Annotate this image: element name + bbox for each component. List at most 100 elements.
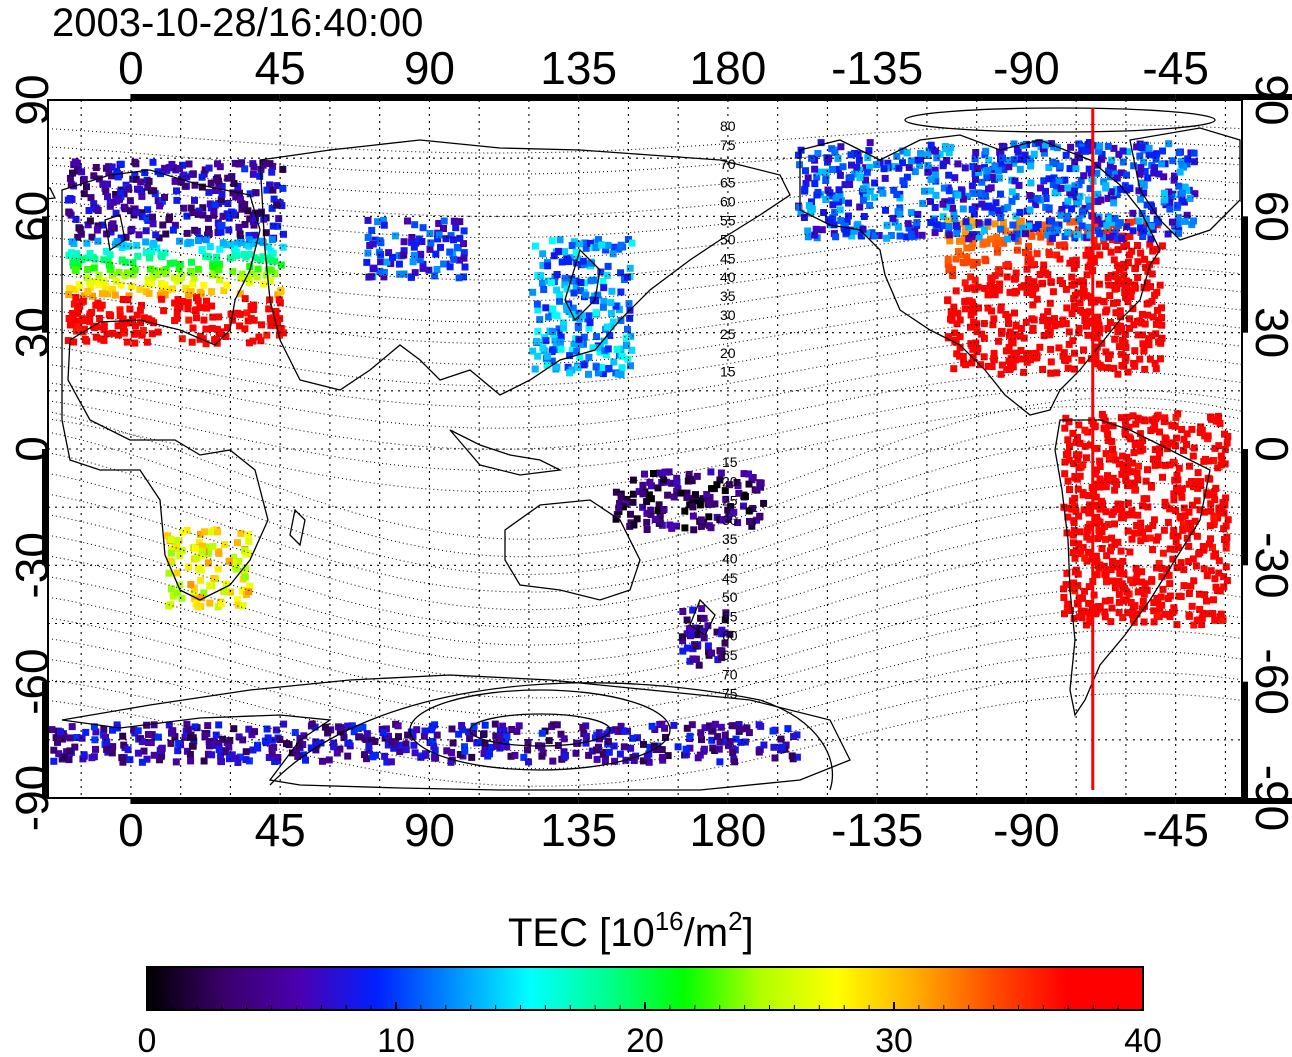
tec-cell — [994, 167, 1002, 175]
tec-cell — [244, 531, 252, 539]
tec-cell — [1134, 511, 1142, 519]
tec-cell — [1000, 239, 1008, 247]
tec-cell — [109, 271, 116, 279]
tec-cell — [1114, 246, 1122, 254]
tec-cell — [544, 352, 551, 360]
tec-cell — [1203, 597, 1210, 605]
tec-cell — [257, 337, 265, 345]
tec-cell — [622, 334, 630, 342]
tec-cell — [1141, 168, 1149, 175]
tec-cell — [989, 204, 997, 212]
tec-cell — [862, 176, 869, 184]
tec-cell — [576, 240, 583, 248]
tec-cell — [1144, 466, 1151, 474]
tec-cell — [364, 216, 372, 224]
tec-cell — [962, 218, 970, 226]
tec-cell — [113, 721, 121, 729]
tec-cell — [721, 629, 729, 637]
tec-cell — [244, 207, 252, 215]
tec-cell — [268, 168, 276, 176]
tec-cell — [106, 261, 113, 269]
tec-cell — [246, 215, 254, 223]
tec-cell — [658, 470, 666, 478]
tec-cell — [164, 532, 172, 540]
tec-cell — [195, 237, 202, 245]
tec-cell — [837, 217, 845, 225]
tec-cell — [711, 500, 719, 508]
tec-cell — [1207, 567, 1215, 575]
tec-cell — [1166, 580, 1174, 588]
contour-label: 50 — [722, 589, 738, 605]
tec-cell — [112, 191, 120, 198]
tec-cell — [205, 738, 213, 746]
tec-cell — [446, 263, 454, 271]
tec-cell — [1014, 148, 1022, 156]
tec-cell — [991, 220, 999, 228]
tec-cell — [200, 281, 208, 289]
tec-cell — [1002, 347, 1010, 355]
tec-cell — [848, 232, 856, 240]
tec-cell — [1124, 148, 1132, 156]
tec-cell — [617, 371, 625, 378]
tec-cell — [907, 157, 915, 165]
tec-cell — [686, 732, 694, 740]
tec-cell — [1141, 320, 1149, 328]
y-tick-label-right: 60 — [1246, 191, 1292, 242]
contour-pole-north — [904, 107, 1216, 133]
tec-cell — [1136, 430, 1144, 438]
tec-cell — [959, 205, 967, 213]
tec-cell — [174, 303, 182, 311]
tec-cell — [1154, 598, 1162, 606]
tec-cell — [225, 214, 233, 222]
tec-cell — [972, 175, 979, 183]
tec-cell — [1101, 597, 1109, 605]
tec-cell — [181, 182, 189, 190]
tec-cell — [120, 329, 128, 337]
contour-label: 25 — [720, 326, 736, 342]
tec-cell — [629, 498, 637, 506]
tec-cell — [190, 590, 198, 598]
tec-cell — [588, 747, 596, 755]
tec-cell — [629, 476, 637, 484]
tec-cell — [1048, 230, 1056, 238]
tec-cell — [172, 758, 180, 766]
tec-cell — [1093, 501, 1101, 509]
tec-cell — [1131, 529, 1139, 537]
tec-cell — [608, 287, 616, 295]
tec-cell — [147, 739, 155, 747]
tec-cell — [1054, 226, 1062, 234]
tec-cell — [972, 149, 980, 156]
tec-cell — [125, 185, 133, 193]
tec-cell — [623, 495, 631, 503]
tec-cell — [939, 162, 947, 170]
tec-cell — [308, 720, 316, 728]
tec-cell — [1175, 464, 1183, 472]
tec-cell — [1100, 562, 1108, 570]
tec-cell — [108, 163, 116, 171]
tec-cell — [270, 195, 278, 203]
tec-cell — [1102, 184, 1110, 192]
tec-cell — [560, 735, 568, 743]
tec-cell — [906, 224, 913, 232]
tec-cell — [1072, 193, 1080, 201]
tec-cell — [615, 504, 623, 512]
tec-cell — [140, 747, 148, 755]
tec-cell — [749, 474, 757, 481]
tec-cell — [1172, 442, 1179, 450]
tec-cell — [1152, 320, 1160, 328]
tec-cell — [695, 661, 703, 669]
tec-cell — [1110, 299, 1117, 307]
tec-cell — [245, 339, 253, 347]
tec-cell — [134, 727, 142, 735]
tec-cell — [1068, 273, 1076, 281]
tec-cell — [658, 746, 666, 754]
tec-cell — [903, 233, 910, 241]
tec-cell — [173, 314, 181, 322]
tec-cell — [1070, 579, 1078, 587]
tec-cell — [1029, 301, 1037, 309]
tec-cell — [1057, 211, 1065, 219]
tec-cell — [1133, 143, 1141, 151]
tec-cell — [1180, 504, 1188, 512]
tec-cell — [202, 325, 210, 333]
tec-cell — [593, 755, 601, 763]
